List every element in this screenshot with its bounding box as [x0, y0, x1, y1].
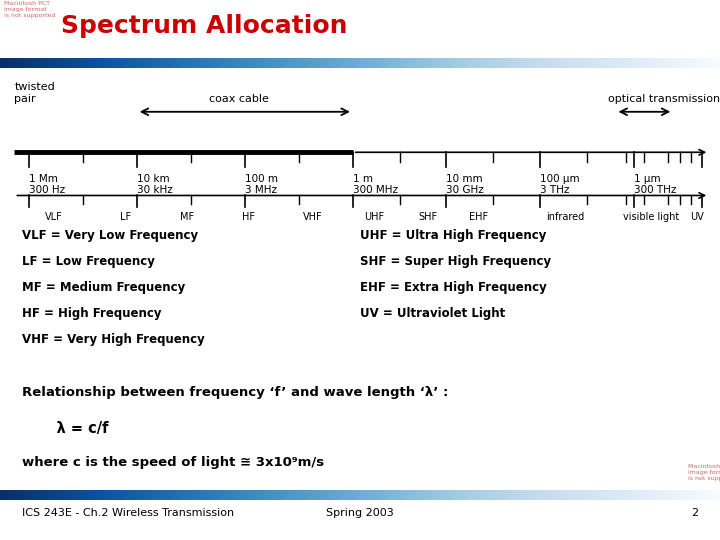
Text: Macintosh PCT
image format
is not supported: Macintosh PCT image format is not suppor…	[4, 1, 55, 18]
Text: VHF: VHF	[303, 212, 323, 222]
Text: 10 km
30 kHz: 10 km 30 kHz	[137, 174, 173, 195]
Text: Relationship between frequency ‘f’ and wave length ‘λ’ :: Relationship between frequency ‘f’ and w…	[22, 386, 448, 399]
Text: visible light: visible light	[624, 212, 680, 222]
Text: VLF = Very Low Frequency: VLF = Very Low Frequency	[22, 230, 198, 242]
Text: Spring 2003: Spring 2003	[326, 508, 394, 518]
Text: infrared: infrared	[546, 212, 585, 222]
Text: UV: UV	[690, 212, 704, 222]
Text: λ = c/f: λ = c/f	[36, 421, 109, 436]
Text: ICS 243E - Ch.2 Wireless Transmission: ICS 243E - Ch.2 Wireless Transmission	[22, 508, 234, 518]
Text: 1 μm
300 THz: 1 μm 300 THz	[634, 174, 676, 195]
Text: MF: MF	[180, 212, 194, 222]
Text: VHF = Very High Frequency: VHF = Very High Frequency	[22, 333, 204, 346]
Text: EHF = Extra High Frequency: EHF = Extra High Frequency	[360, 281, 546, 294]
Text: 10 mm
30 GHz: 10 mm 30 GHz	[446, 174, 484, 195]
Text: LF = Low Frequency: LF = Low Frequency	[22, 255, 155, 268]
Text: SHF = Super High Frequency: SHF = Super High Frequency	[360, 255, 551, 268]
Text: HF = High Frequency: HF = High Frequency	[22, 307, 161, 320]
Text: UHF = Ultra High Frequency: UHF = Ultra High Frequency	[360, 230, 546, 242]
Text: EHF: EHF	[469, 212, 488, 222]
Text: Spectrum Allocation: Spectrum Allocation	[61, 14, 348, 38]
Text: VLF: VLF	[45, 212, 63, 222]
Text: UHF: UHF	[364, 212, 384, 222]
Text: Macintosh PCT
image format
is not supported: Macintosh PCT image format is not suppor…	[688, 464, 720, 481]
Text: MF = Medium Frequency: MF = Medium Frequency	[22, 281, 185, 294]
Text: UV = Ultraviolet Light: UV = Ultraviolet Light	[360, 307, 505, 320]
Text: coax cable: coax cable	[209, 93, 269, 104]
Text: 100 μm
3 THz: 100 μm 3 THz	[540, 174, 580, 195]
Text: 1 m
300 MHz: 1 m 300 MHz	[353, 174, 397, 195]
Text: HF: HF	[242, 212, 255, 222]
Text: LF: LF	[120, 212, 132, 222]
Text: SHF: SHF	[419, 212, 438, 222]
Text: where c is the speed of light ≅ 3x10⁹m/s: where c is the speed of light ≅ 3x10⁹m/s	[22, 456, 324, 469]
Text: 1 Mm
300 Hz: 1 Mm 300 Hz	[29, 174, 65, 195]
Text: 2: 2	[691, 508, 698, 518]
Text: optical transmission: optical transmission	[608, 93, 720, 104]
Text: twisted
pair: twisted pair	[14, 82, 55, 104]
Text: 100 m
3 MHz: 100 m 3 MHz	[245, 174, 278, 195]
